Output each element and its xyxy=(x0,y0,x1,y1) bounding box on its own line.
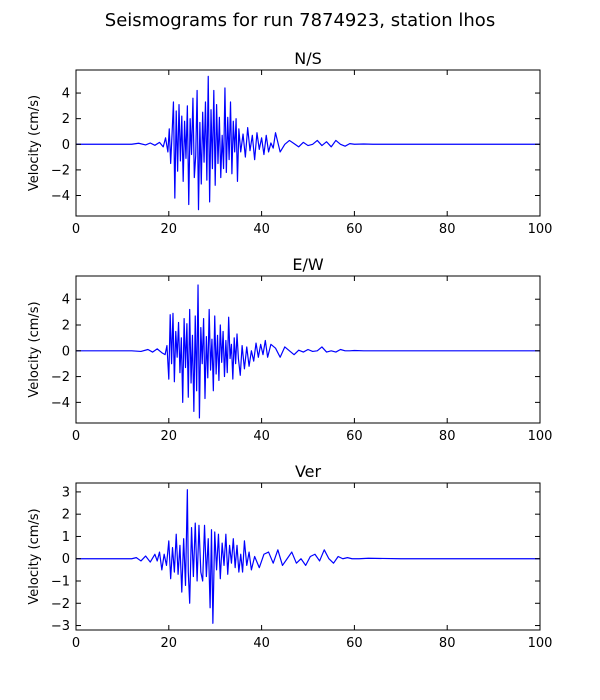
x-tick-label: 60 xyxy=(346,222,363,237)
y-tick-label: 0 xyxy=(62,138,70,153)
panel-title: E/W xyxy=(292,255,324,274)
panel-title: N/S xyxy=(294,49,322,68)
x-tick-label: 60 xyxy=(346,429,363,444)
panel-0: N/S Velocity (cm/s) 0 20 40 60 80 100 −4 −2 0 2 4 xyxy=(27,49,552,237)
y-tick-label: 0 xyxy=(62,344,70,359)
x-tick-label: 0 xyxy=(72,636,80,651)
x-tick-label: 60 xyxy=(346,636,363,651)
y-tick-label: −4 xyxy=(51,189,70,204)
y-tick-label: −3 xyxy=(51,619,70,634)
seismogram-trace xyxy=(76,284,540,419)
panel-2: Ver Velocity (cm/s) 0 20 40 60 80 100 −3 −2 −1 0 1 2 3 xyxy=(27,462,552,651)
plot-frame xyxy=(75,482,541,631)
x-tick-label: 20 xyxy=(161,429,178,444)
y-tick-label: −2 xyxy=(51,597,70,612)
x-tick-label: 40 xyxy=(253,429,270,444)
x-tick-label: 100 xyxy=(528,222,553,237)
y-tick-label: −1 xyxy=(51,575,70,590)
x-tick-label: 80 xyxy=(439,429,456,444)
x-tick-label: 40 xyxy=(253,222,270,237)
x-tick-label: 100 xyxy=(528,429,553,444)
y-tick-label: −2 xyxy=(51,163,70,178)
x-tick-label: 20 xyxy=(161,636,178,651)
x-tick-label: 80 xyxy=(439,222,456,237)
y-tick-label: 2 xyxy=(62,508,70,523)
y-tick-label: −4 xyxy=(51,396,70,411)
x-tick-label: 20 xyxy=(161,222,178,237)
y-tick-label: 2 xyxy=(62,112,70,127)
y-tick-label: 4 xyxy=(62,293,70,308)
x-tick-label: 80 xyxy=(439,636,456,651)
y-tick-label: 3 xyxy=(62,485,70,500)
plot-frame xyxy=(75,69,541,217)
y-tick-label: 1 xyxy=(62,530,70,545)
x-tick-label: 100 xyxy=(528,636,553,651)
y-axis-label: Velocity (cm/s) xyxy=(27,508,42,604)
seismogram-trace xyxy=(76,489,540,624)
y-axis-label: Velocity (cm/s) xyxy=(27,95,42,191)
y-tick-label: 4 xyxy=(62,87,70,102)
y-tick-label: 2 xyxy=(62,319,70,334)
seismogram-trace xyxy=(76,75,540,211)
y-axis-label: Velocity (cm/s) xyxy=(27,301,42,397)
panel-1: E/W Velocity (cm/s) 0 20 40 60 80 100 −4 −2 0 2 4 xyxy=(27,255,552,444)
x-tick-label: 0 xyxy=(72,429,80,444)
y-tick-label: 0 xyxy=(62,552,70,567)
plot-frame xyxy=(75,275,541,424)
x-tick-label: 0 xyxy=(72,222,80,237)
y-tick-label: −2 xyxy=(51,370,70,385)
panel-title: Ver xyxy=(295,462,322,481)
x-tick-label: 40 xyxy=(253,636,270,651)
figure-title: Seismograms for run 7874923, station lho… xyxy=(104,10,496,31)
